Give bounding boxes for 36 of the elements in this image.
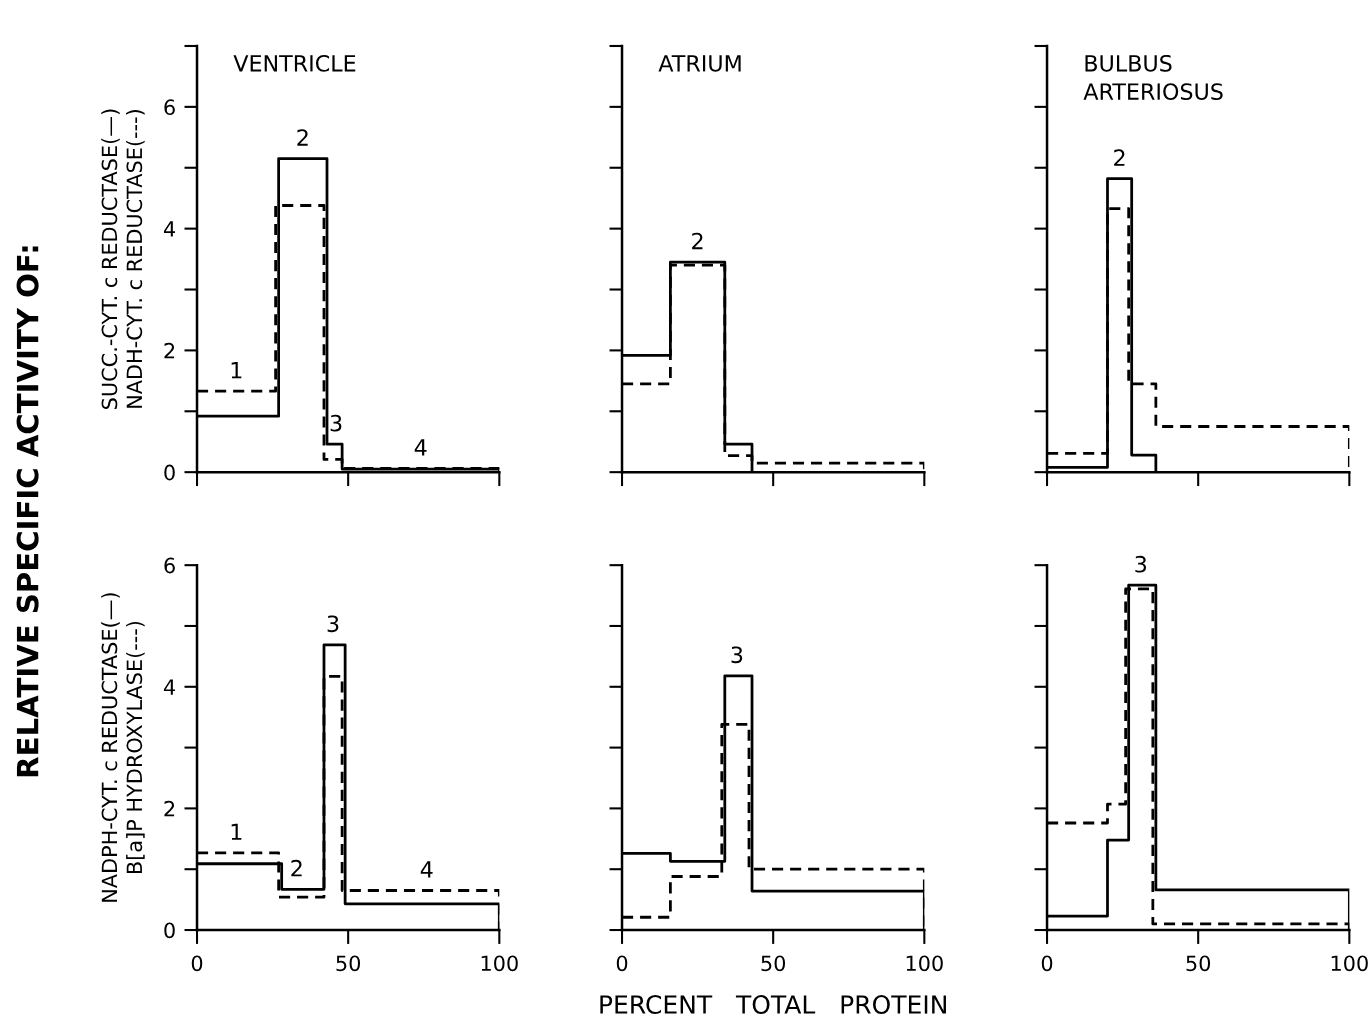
y-tick-label: 2 bbox=[164, 800, 175, 817]
y-axis-title: SUCC.-CYT. c REDUCTASE(—) NADH-CYT. c REDUCTASE(---) bbox=[101, 109, 145, 409]
y-tick-label: 6 bbox=[164, 557, 175, 574]
annotation: 3 bbox=[731, 646, 743, 664]
annotation: 2 bbox=[297, 129, 308, 146]
x-axis-title: PERCENT TOTAL PROTEIN bbox=[600, 995, 946, 1014]
annotation: 1 bbox=[231, 823, 242, 840]
chart-title: ATRIUM bbox=[658, 55, 741, 72]
x-tick-label: 100 bbox=[906, 955, 943, 972]
annotation: 3 bbox=[1135, 555, 1147, 573]
annotation: 3 bbox=[327, 615, 339, 633]
annotation: 1 bbox=[231, 362, 242, 379]
x-tick-label: 50 bbox=[761, 955, 786, 972]
annotation: 4 bbox=[414, 439, 427, 456]
annotation: 2 bbox=[1114, 149, 1125, 166]
x-tick-label: 100 bbox=[481, 955, 518, 972]
y-tick-label: 0 bbox=[164, 464, 175, 481]
y-tick-label: 2 bbox=[164, 342, 175, 359]
x-tick-label: 0 bbox=[616, 955, 628, 972]
x-tick-label: 0 bbox=[191, 955, 203, 972]
text: RELATIVE SPECIFIC ACTIVITY OF: bbox=[16, 246, 39, 777]
annotation: 2 bbox=[291, 859, 302, 877]
annotation: 4 bbox=[420, 861, 433, 878]
x-tick-label: 100 bbox=[1331, 955, 1368, 972]
annotation: 2 bbox=[692, 232, 703, 250]
y-axis-title: NADPH-CYT. c REDUCTASE(—) B[a]P HYDROXYLASE(---) bbox=[101, 593, 145, 902]
y-tick-label: 4 bbox=[163, 679, 176, 695]
y-tick-label: 4 bbox=[163, 221, 176, 237]
x-tick-label: 50 bbox=[1186, 955, 1211, 972]
chart-title: VENTRICLE bbox=[233, 54, 356, 72]
x-tick-label: 50 bbox=[336, 955, 361, 972]
annotation: 3 bbox=[330, 414, 342, 432]
y-tick-label: 0 bbox=[164, 922, 175, 939]
x-tick-label: 0 bbox=[1041, 955, 1053, 972]
y-tick-label: 6 bbox=[164, 99, 175, 116]
text: BULBUS ARTERIOSUS bbox=[1083, 54, 1223, 100]
